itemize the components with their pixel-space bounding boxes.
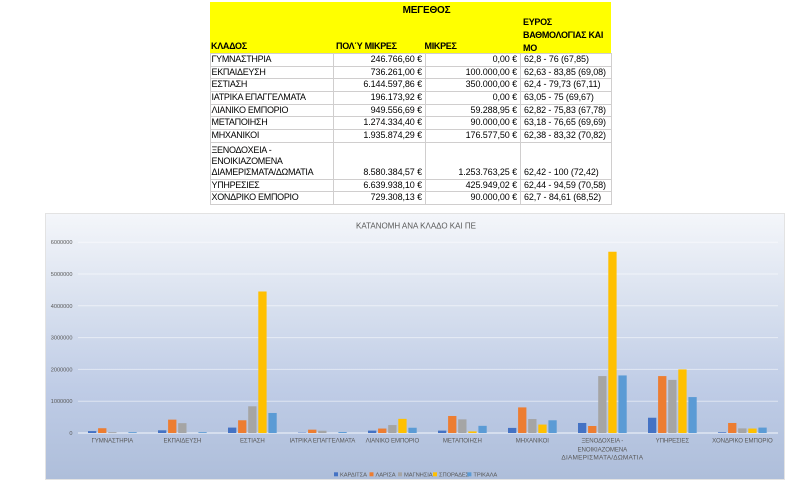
svg-text:5000000: 5000000: [51, 272, 73, 278]
svg-text:0: 0: [69, 431, 72, 437]
svg-text:ΛΙΑΝΙΚΟ ΕΜΠΟΡΙΟ: ΛΙΑΝΙΚΟ ΕΜΠΟΡΙΟ: [366, 438, 420, 445]
svg-text:ΕΚΠΑΙΔΕΥΣΗ: ΕΚΠΑΙΔΕΥΣΗ: [164, 438, 202, 445]
svg-text:ΚΑΡΔΙΤΣΑ: ΚΑΡΔΙΤΣΑ: [340, 472, 367, 478]
svg-text:6000000: 6000000: [51, 240, 73, 246]
svg-text:2000000: 2000000: [51, 367, 73, 373]
svg-text:ΤΡΙΚΑΛΑ: ΤΡΙΚΑΛΑ: [473, 472, 497, 478]
svg-text:ΙΑΤΡΙΚΑ ΕΠΑΓΓΕΛΜΑΤΑ: ΙΑΤΡΙΚΑ ΕΠΑΓΓΕΛΜΑΤΑ: [289, 438, 356, 445]
svg-text:4000000: 4000000: [51, 304, 73, 310]
svg-text:ΜΗΧΑΝΙΚΟΙ: ΜΗΧΑΝΙΚΟΙ: [516, 438, 550, 445]
svg-text:ΓΥΜΝΑΣΤΗΡΙΑ: ΓΥΜΝΑΣΤΗΡΙΑ: [92, 438, 135, 445]
svg-text:ΥΠΗΡΕΣΙΕΣ: ΥΠΗΡΕΣΙΕΣ: [656, 438, 690, 445]
svg-text:3000000: 3000000: [51, 336, 73, 342]
svg-text:ΜΑΓΝΗΣΙΑ: ΜΑΓΝΗΣΙΑ: [404, 472, 433, 478]
svg-text:ΕΣΤΙΑΣΗ: ΕΣΤΙΑΣΗ: [240, 438, 265, 445]
svg-text:ΛΑΡΙΣΑ: ΛΑΡΙΣΑ: [376, 472, 396, 478]
svg-text:ΔΙΑΜΕΡΙΣΜΑΤΑ/ΔΩΜΑΤΙΑ: ΔΙΑΜΕΡΙΣΜΑΤΑ/ΔΩΜΑΤΙΑ: [561, 455, 643, 462]
svg-text:ΧΟΝΔΡΙΚΟ ΕΜΠΟΡΙΟ: ΧΟΝΔΡΙΚΟ ΕΜΠΟΡΙΟ: [712, 438, 773, 445]
svg-text:ΚΑΤΑΝΟΜΗ ΑΝΑ ΚΛΑΔΟ ΚΑΙ ΠΕ: ΚΑΤΑΝΟΜΗ ΑΝΑ ΚΛΑΔΟ ΚΑΙ ΠΕ: [356, 222, 476, 231]
svg-text:ΣΠΟΡΑΔΕΣ: ΣΠΟΡΑΔΕΣ: [439, 472, 470, 478]
svg-text:1000000: 1000000: [51, 399, 73, 405]
svg-text:ΞΕΝΟΔΟΧΕΙΑ -: ΞΕΝΟΔΟΧΕΙΑ -: [581, 438, 623, 445]
svg-text:ΕΝΟΙΚΙΑΖΟΜΕΝΑ: ΕΝΟΙΚΙΑΖΟΜΕΝΑ: [578, 446, 629, 453]
svg-text:ΜΕΤΑΠΟΙΗΣΗ: ΜΕΤΑΠΟΙΗΣΗ: [443, 438, 482, 445]
